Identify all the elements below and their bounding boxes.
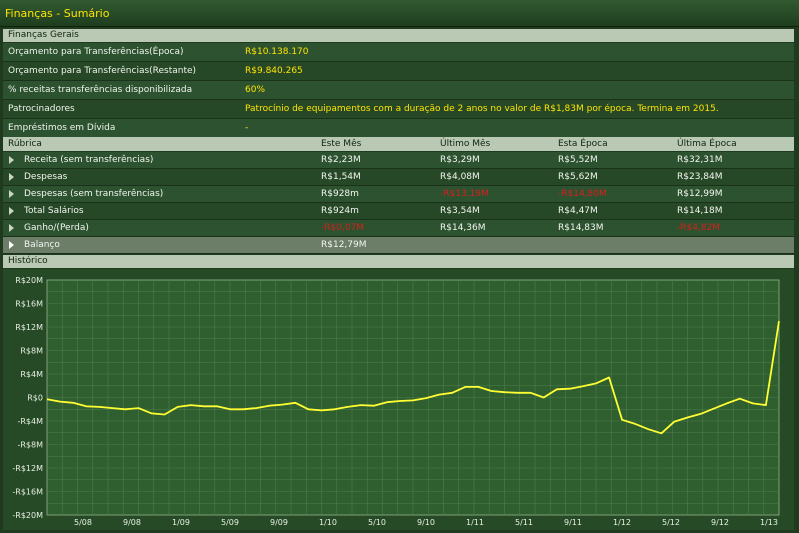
general-row-sponsors: Patrocinadores Patrocínio de equipamento… xyxy=(3,100,794,119)
cell-this-month: R$2,23M xyxy=(321,155,361,165)
row-label: Receita (sem transferências) xyxy=(24,155,154,165)
cell-this-season: R$5,52M xyxy=(558,155,598,165)
cell-this-season: R$4,47M xyxy=(558,206,598,216)
general-row-label: Orçamento para Transferências(Restante) xyxy=(8,66,197,76)
expand-triangle-icon[interactable] xyxy=(9,190,14,198)
y-tick-label: R$8M xyxy=(20,347,43,356)
history-header: Histórico xyxy=(3,255,794,268)
x-tick-label: 1/12 xyxy=(613,518,631,527)
row-label: Despesas (sem transferências) xyxy=(24,189,164,199)
cell-this-season: -R$14,80M xyxy=(558,189,607,199)
general-row-label: % receitas transferências disponibilizad… xyxy=(8,85,193,95)
x-tick-label: 5/08 xyxy=(74,518,92,527)
x-tick-label: 9/09 xyxy=(270,518,288,527)
cell-last-season: R$32,31M xyxy=(677,155,723,165)
table-row-expenses[interactable]: Despesas R$1,54M R$4,08M R$5,62M R$23,84… xyxy=(3,169,794,186)
table-row-profit-loss[interactable]: Ganho/(Perda) -R$0,07M R$14,36M R$14,83M… xyxy=(3,220,794,237)
y-tick-label: R$16M xyxy=(15,300,43,309)
table-row-expenses-no-transfers[interactable]: Despesas (sem transferências) R$928m -R$… xyxy=(3,186,794,203)
cell-this-month: R$1,54M xyxy=(321,172,361,182)
history-chart-panel: R$20M R$16M R$12M R$8M R$4M R$0 -R$4M -R$8M -R$1… xyxy=(3,269,794,530)
history-line-chart: R$20M R$16M R$12M R$8M R$4M R$0 -R$4M -R$8M -R$1… xyxy=(12,276,780,527)
column-header-this-season[interactable]: Esta Época xyxy=(558,139,608,149)
general-finances-header: Finanças Gerais xyxy=(3,29,794,42)
history-title: Histórico xyxy=(8,256,48,266)
x-tick-label: 5/10 xyxy=(368,518,386,527)
x-tick-label: 1/09 xyxy=(172,518,190,527)
expand-triangle-icon[interactable] xyxy=(9,241,14,249)
cell-this-season: R$5,62M xyxy=(558,172,598,182)
cell-last-month: R$3,29M xyxy=(440,155,480,165)
window-title-bar: Finanças - Sumário xyxy=(0,0,799,27)
expand-triangle-icon[interactable] xyxy=(9,173,14,181)
x-tick-label: 9/08 xyxy=(123,518,141,527)
cell-last-month: R$3,54M xyxy=(440,206,480,216)
cell-this-season: R$14,83M xyxy=(558,223,604,233)
y-tick-label: R$12M xyxy=(15,323,43,332)
general-row-value: - xyxy=(245,123,249,133)
column-header-rubric[interactable]: Rúbrica xyxy=(8,139,42,149)
cell-this-month: R$924m xyxy=(321,206,359,216)
x-tick-label: 1/13 xyxy=(760,518,778,527)
general-row-value: R$10.138.170 xyxy=(245,47,309,57)
x-tick-label: 9/11 xyxy=(564,518,582,527)
y-tick-label: R$20M xyxy=(15,276,43,285)
rubric-table-header: Rúbrica Este Mês Último Mês Esta Época Ú… xyxy=(3,137,794,151)
expand-triangle-icon[interactable] xyxy=(9,224,14,232)
x-tick-label: 5/11 xyxy=(515,518,533,527)
general-finances-title: Finanças Gerais xyxy=(8,30,79,40)
cell-last-month: R$4,08M xyxy=(440,172,480,182)
x-tick-label: 1/10 xyxy=(319,518,337,527)
table-row-revenue[interactable]: Receita (sem transferências) R$2,23M R$3… xyxy=(3,152,794,169)
column-header-this-month[interactable]: Este Mês xyxy=(321,139,362,149)
row-label: Despesas xyxy=(24,172,68,182)
general-row-label: Orçamento para Transferências(Época) xyxy=(8,47,184,57)
column-header-last-month[interactable]: Último Mês xyxy=(440,139,491,149)
general-row-transfer-budget-remaining: Orçamento para Transferências(Restante) … xyxy=(3,62,794,81)
y-tick-label: R$4M xyxy=(20,370,43,379)
y-tick-label: -R$20M xyxy=(12,511,43,520)
cell-last-season: R$14,18M xyxy=(677,206,723,216)
y-tick-label: -R$4M xyxy=(17,417,43,426)
row-label: Total Salários xyxy=(24,206,84,216)
cell-this-month: R$928m xyxy=(321,189,359,199)
y-tick-label: -R$12M xyxy=(12,464,43,473)
general-row-value: R$9.840.265 xyxy=(245,66,303,76)
x-tick-label: 5/09 xyxy=(221,518,239,527)
expand-triangle-icon[interactable] xyxy=(9,156,14,164)
table-row-total-wages[interactable]: Total Salários R$924m R$3,54M R$4,47M R$… xyxy=(3,203,794,220)
cell-this-month: R$12,79M xyxy=(321,240,367,250)
cell-last-season: R$23,84M xyxy=(677,172,723,182)
row-label: Ganho/(Perda) xyxy=(24,223,89,233)
table-row-balance[interactable]: Balanço R$12,79M xyxy=(3,237,794,254)
y-tick-label: -R$8M xyxy=(17,441,43,450)
x-tick-label: 9/10 xyxy=(417,518,435,527)
y-tick-label: -R$16M xyxy=(12,488,43,497)
x-tick-label: 5/12 xyxy=(662,518,680,527)
general-row-label: Empréstimos em Dívida xyxy=(8,123,116,133)
cell-last-month: -R$13,19M xyxy=(440,189,489,199)
general-row-transfer-budget-season: Orçamento para Transferências(Época) R$1… xyxy=(3,43,794,62)
x-tick-label: 1/11 xyxy=(466,518,484,527)
x-tick-label: 9/12 xyxy=(711,518,729,527)
general-row-label: Patrocinadores xyxy=(8,104,75,114)
y-tick-label: R$0 xyxy=(27,394,43,403)
general-finances-list: Orçamento para Transferências(Época) R$1… xyxy=(3,43,794,138)
column-header-last-season[interactable]: Última Época xyxy=(677,139,737,149)
general-row-value: Patrocínio de equipamentos com a duração… xyxy=(245,104,719,114)
general-row-value: 60% xyxy=(245,85,266,95)
cell-last-month: R$14,36M xyxy=(440,223,486,233)
window-title: Finanças - Sumário xyxy=(5,7,110,20)
row-label: Balanço xyxy=(24,240,60,250)
expand-triangle-icon[interactable] xyxy=(9,207,14,215)
rubric-table: Receita (sem transferências) R$2,23M R$3… xyxy=(3,152,794,254)
cell-last-season: -R$4,82M xyxy=(677,223,721,233)
history-series-line xyxy=(46,320,780,435)
cell-last-season: R$12,99M xyxy=(677,189,723,199)
general-row-transfer-revenue-percent: % receitas transferências disponibilizad… xyxy=(3,81,794,100)
general-row-loans: Empréstimos em Dívida - xyxy=(3,119,794,138)
cell-this-month: -R$0,07M xyxy=(321,223,365,233)
